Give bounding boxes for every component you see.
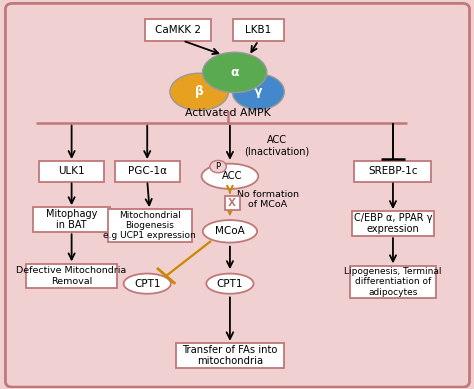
Ellipse shape (232, 74, 284, 110)
Ellipse shape (206, 273, 254, 294)
Ellipse shape (124, 273, 171, 294)
Ellipse shape (201, 164, 258, 189)
Text: Lipogenesis, Terminal
differentiation of
adipocytes: Lipogenesis, Terminal differentiation of… (344, 267, 442, 297)
Ellipse shape (203, 220, 257, 243)
Text: Activated AMPK: Activated AMPK (185, 108, 271, 118)
Text: SREBP-1c: SREBP-1c (368, 166, 418, 176)
FancyBboxPatch shape (146, 19, 210, 41)
FancyBboxPatch shape (33, 207, 110, 232)
FancyBboxPatch shape (355, 161, 431, 182)
Text: LKB1: LKB1 (245, 25, 272, 35)
FancyBboxPatch shape (26, 264, 117, 288)
FancyBboxPatch shape (5, 4, 470, 387)
Text: α: α (230, 66, 239, 79)
FancyBboxPatch shape (233, 19, 284, 41)
Text: Mitochondrial
Biogenesis
e.g UCP1 expression: Mitochondrial Biogenesis e.g UCP1 expres… (103, 210, 196, 240)
Text: ACC: ACC (222, 171, 243, 181)
Text: β: β (195, 85, 204, 98)
Text: CPT1: CPT1 (134, 279, 161, 289)
Ellipse shape (202, 52, 267, 93)
FancyBboxPatch shape (352, 211, 434, 236)
Text: X: X (228, 198, 236, 209)
FancyBboxPatch shape (108, 209, 191, 242)
Text: CPT1: CPT1 (217, 279, 243, 289)
FancyBboxPatch shape (115, 161, 180, 182)
Text: Mitophagy
in BAT: Mitophagy in BAT (46, 209, 97, 231)
Text: P: P (216, 162, 221, 171)
Text: Transfer of FAs into
mitochondria: Transfer of FAs into mitochondria (182, 345, 278, 366)
Text: Defective Mitochondria
Removal: Defective Mitochondria Removal (17, 266, 127, 286)
Text: ULK1: ULK1 (58, 166, 85, 176)
Ellipse shape (170, 73, 228, 110)
Text: PGC-1α: PGC-1α (128, 166, 167, 176)
Text: γ: γ (254, 85, 263, 98)
FancyBboxPatch shape (225, 196, 240, 210)
Text: ACC
(Inactivation): ACC (Inactivation) (245, 135, 310, 157)
Text: C/EBP α, PPAR γ
expression: C/EBP α, PPAR γ expression (354, 213, 432, 234)
FancyBboxPatch shape (176, 343, 284, 368)
Ellipse shape (210, 160, 227, 173)
FancyBboxPatch shape (39, 161, 104, 182)
Text: No formation
of MCoA: No formation of MCoA (237, 190, 299, 209)
FancyBboxPatch shape (350, 266, 436, 298)
Text: MCoA: MCoA (215, 226, 245, 237)
Text: CaMKK 2: CaMKK 2 (155, 25, 201, 35)
